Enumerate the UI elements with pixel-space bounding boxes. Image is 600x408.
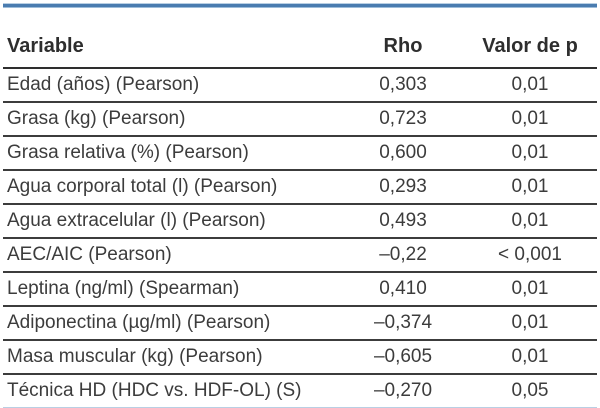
cell-rho: 0,600 <box>343 136 463 171</box>
cell-p: 0,01 <box>463 136 597 171</box>
cell-variable: Técnica HD (HDC vs. HDF-OL) (S) <box>7 380 302 401</box>
table-row: Masa muscular (kg) (Pearson) –0,605 0,01 <box>3 340 597 375</box>
cell-p: 0,01 <box>463 102 597 137</box>
column-header-valor-de-p: Valor de p <box>463 8 597 69</box>
cell-p: 0,05 <box>511 380 549 401</box>
cell-p: 0,01 <box>463 272 597 307</box>
table-top-rule <box>3 3 597 8</box>
cell-rho: 0,303 <box>343 68 463 103</box>
cell-rho: 0,293 <box>343 170 463 205</box>
cell-rho: 0,493 <box>343 204 463 239</box>
cell-variable: Grasa relativa (%) (Pearson) <box>3 136 343 171</box>
table-row: Leptina (ng/ml) (Spearman) 0,410 0,01 <box>3 272 597 307</box>
table-row: Edad (años) (Pearson) 0,303 0,01 <box>3 68 597 103</box>
cell-p: 0,01 <box>463 204 597 239</box>
cell-variable: Agua extracelular (l) (Pearson) <box>3 204 343 239</box>
cell-p: 0,01 <box>463 170 597 205</box>
header-row: Variable Rho Valor de p <box>3 8 597 69</box>
cell-variable: Masa muscular (kg) (Pearson) <box>3 340 343 375</box>
cell-p: < 0,001 <box>463 238 597 273</box>
cell-rho: –0,22 <box>343 238 463 273</box>
cell-variable: Grasa (kg) (Pearson) <box>3 102 343 137</box>
cell-rho: –0,270 <box>373 380 433 401</box>
table-row: Agua extracelular (l) (Pearson) 0,493 0,… <box>3 204 597 239</box>
cell-rho: 0,723 <box>343 102 463 137</box>
cell-p: 0,01 <box>463 68 597 103</box>
column-header-variable: Variable <box>3 8 343 69</box>
cell-variable: AEC/AIC (Pearson) <box>3 238 343 273</box>
table-body: Edad (años) (Pearson) 0,303 0,01 Grasa (… <box>3 68 597 407</box>
cell-rho: –0,605 <box>343 340 463 375</box>
table-row: Grasa relativa (%) (Pearson) 0,600 0,01 <box>3 136 597 171</box>
table-header: Variable Rho Valor de p <box>3 8 597 69</box>
cell-p: 0,01 <box>463 306 597 341</box>
column-header-rho: Rho <box>343 8 463 69</box>
correlation-table-figure: Variable Rho Valor de p Edad (años) (Pea… <box>3 3 597 408</box>
cell-rho: 0,410 <box>343 272 463 307</box>
table-row: Agua corporal total (l) (Pearson) 0,293 … <box>3 170 597 205</box>
table-row: AEC/AIC (Pearson) –0,22 < 0,001 <box>3 238 597 273</box>
cell-variable: Agua corporal total (l) (Pearson) <box>3 170 343 205</box>
table-row: Adiponectina (µg/ml) (Pearson) –0,374 0,… <box>3 306 597 341</box>
cell-variable: Edad (años) (Pearson) <box>3 68 343 103</box>
correlation-table: Variable Rho Valor de p Edad (años) (Pea… <box>3 8 597 407</box>
cell-variable: Adiponectina (µg/ml) (Pearson) <box>3 306 343 341</box>
table-row: Técnica HD (HDC vs. HDF-OL) (S) –0,270 0… <box>3 374 597 407</box>
table-row: Grasa (kg) (Pearson) 0,723 0,01 <box>3 102 597 137</box>
cell-variable: Leptina (ng/ml) (Spearman) <box>3 272 343 307</box>
cell-rho: –0,374 <box>343 306 463 341</box>
cell-p: 0,01 <box>463 340 597 375</box>
